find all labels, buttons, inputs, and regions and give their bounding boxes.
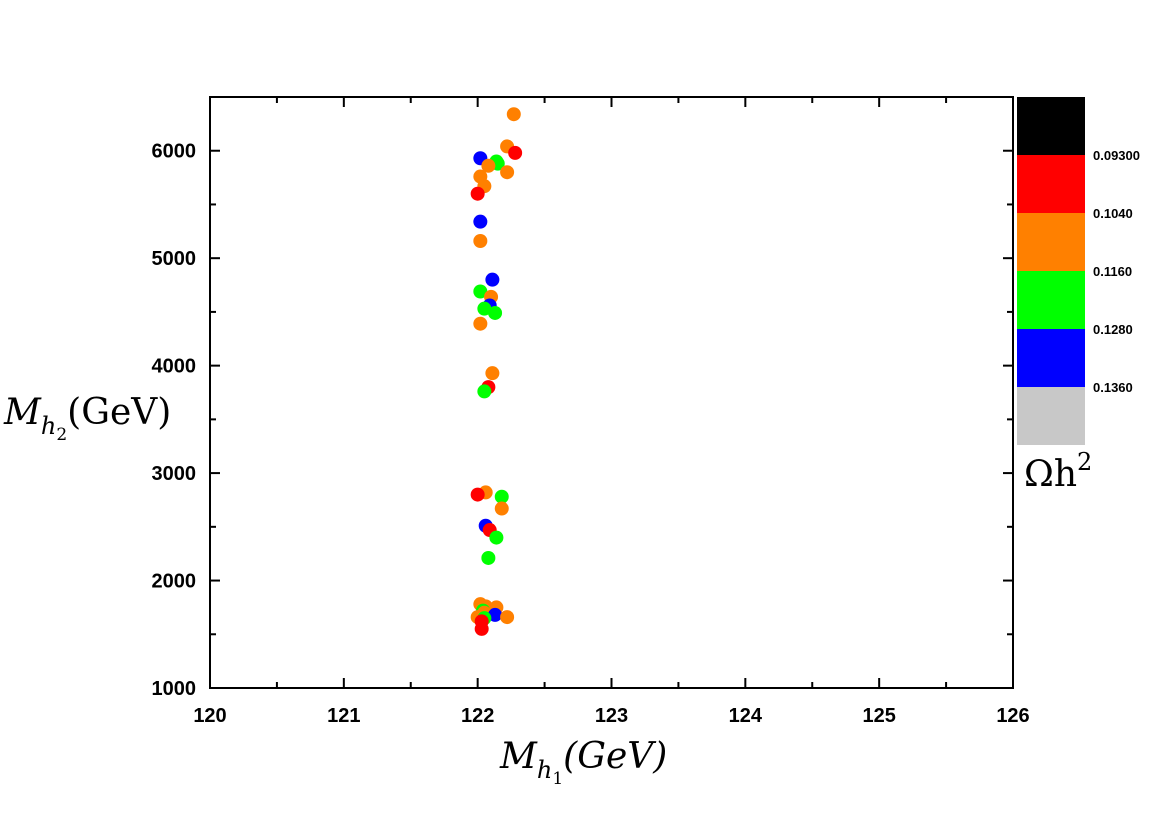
data-point (473, 284, 488, 299)
data-point (500, 165, 515, 180)
data-point (500, 610, 515, 625)
data-point (506, 107, 521, 122)
data-point (470, 186, 485, 201)
data-point (473, 316, 488, 331)
colorbar-band (1017, 329, 1085, 387)
data-point (473, 233, 488, 248)
x-tick-label: 122 (461, 705, 494, 727)
y-axis-title: Mh2(GeV) (3, 392, 171, 445)
y-tick-label: 5000 (152, 248, 197, 270)
plot-area (209, 96, 1014, 689)
x-tick-label: 124 (729, 705, 763, 727)
data-point (481, 550, 496, 565)
data-point (470, 487, 485, 502)
data-point (485, 272, 500, 287)
x-tick-label: 126 (996, 705, 1029, 727)
x-tick-label: 123 (595, 705, 628, 727)
data-point (494, 501, 509, 516)
colorbar-band (1017, 387, 1085, 445)
colorbar-band (1017, 213, 1085, 271)
y-tick-label: 3000 (152, 463, 197, 485)
y-tick-label: 1000 (152, 678, 197, 700)
y-tick-label: 4000 (152, 356, 197, 378)
data-point (508, 145, 523, 160)
axis-ticks: 120 121 122 123 124 125 126 1000 2000 3000 4000 500… (152, 97, 1030, 727)
colorbar-label: 0.09300 (1093, 148, 1140, 163)
x-axis-title: Mh1(GeV) (499, 736, 667, 789)
plot-frame (209, 96, 1014, 689)
data-point (489, 530, 504, 545)
data-point (473, 214, 488, 229)
x-tick-label: 120 (193, 705, 226, 727)
x-tick-label: 125 (862, 705, 895, 727)
data-point (477, 384, 492, 399)
data-point (477, 301, 492, 316)
data-point (485, 366, 500, 381)
colorbar-title: Ωh2 (1024, 448, 1092, 495)
colorbar-band (1017, 155, 1085, 213)
colorbar-label: 0.1280 (1093, 322, 1133, 337)
colorbar: 0.09300 0.1040 0.1160 0.1280 0.1360 (1017, 97, 1140, 445)
data-point (488, 607, 503, 622)
data-point (474, 621, 489, 636)
colorbar-label: 0.1360 (1093, 380, 1133, 395)
colorbar-band (1017, 97, 1085, 155)
y-tick-label: 2000 (152, 571, 197, 593)
data-point (488, 305, 503, 320)
colorbar-band (1017, 271, 1085, 329)
colorbar-label: 0.1040 (1093, 206, 1133, 221)
data-point (494, 489, 509, 504)
colorbar-label: 0.1160 (1093, 264, 1132, 279)
data-point (481, 158, 496, 173)
y-tick-label: 6000 (152, 141, 197, 163)
x-tick-label: 121 (327, 705, 360, 727)
data-points (470, 107, 523, 636)
